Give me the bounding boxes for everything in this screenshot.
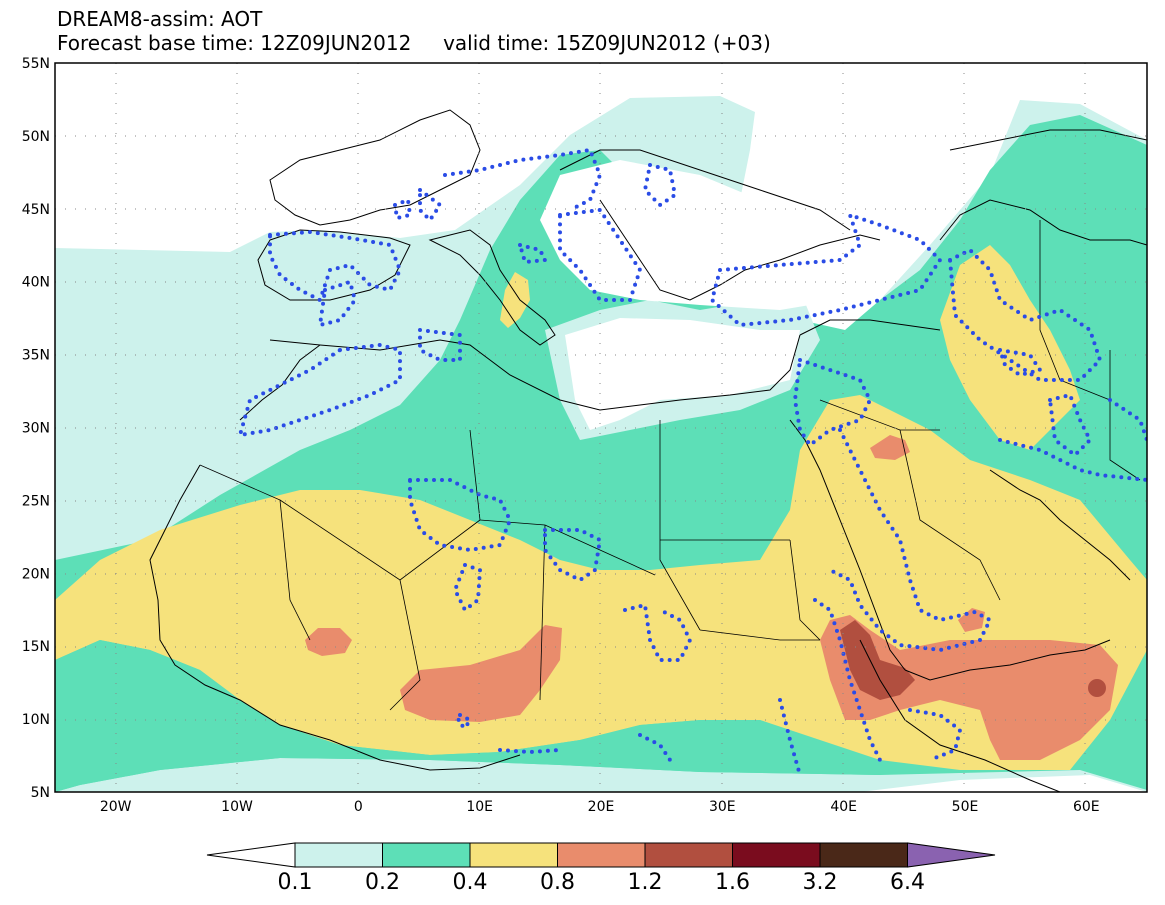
lon-tick-label: 60E	[1073, 799, 1100, 815]
colorbar-swatch	[819, 842, 908, 868]
colorbar-label: 0.1	[278, 870, 313, 895]
colorbar-label: 1.6	[715, 870, 750, 895]
lat-tick-label: 25N	[22, 493, 50, 509]
aot-orange-mali	[305, 628, 352, 656]
lat-tick-label: 55N	[22, 56, 50, 72]
lat-tick-label: 50N	[22, 129, 50, 145]
lon-tick-label: 0	[354, 799, 363, 815]
map-gridlines	[55, 63, 1147, 792]
lon-tick-label: 40E	[830, 799, 857, 815]
lat-tick-label: 40N	[22, 275, 50, 291]
colorbar-swatch	[294, 842, 383, 868]
map-title: DREAM8-assim: AOT	[57, 7, 263, 31]
lon-tick-label: 50E	[952, 799, 979, 815]
colorbar-label: 0.8	[540, 870, 575, 895]
coastlines	[149, 109, 1147, 792]
lat-tick-label: 20N	[22, 566, 50, 582]
lat-tick-label: 45N	[22, 202, 50, 218]
lat-tick-label: 5N	[31, 785, 50, 801]
colorbar-label: 3.2	[803, 870, 838, 895]
aot-orange-yemen	[820, 615, 1118, 760]
lon-tick-label: 30E	[709, 799, 736, 815]
colorbar-swatch	[644, 842, 733, 868]
colorbar-high-arrow	[907, 842, 996, 868]
aot-orange-arabia	[870, 435, 910, 460]
colorbar-swatch	[382, 842, 471, 868]
aot-orange-niger	[400, 625, 562, 722]
colorbar-swatch	[557, 842, 646, 868]
lat-tick-label: 35N	[22, 348, 50, 364]
lon-tick-label: 10W	[221, 799, 253, 815]
map-frame	[54, 62, 1148, 793]
lon-tick-label: 20W	[100, 799, 132, 815]
colorbar-label: 0.2	[365, 870, 400, 895]
aot-yellow-iran	[940, 245, 1080, 450]
dotted-contours	[237, 147, 1147, 777]
lat-tick-label: 30N	[22, 421, 50, 437]
colorbar-swatch	[469, 842, 558, 868]
aot-clear-area	[565, 318, 800, 430]
aot-brown-eritrea	[840, 620, 915, 700]
colorbar-label: 1.2	[628, 870, 663, 895]
map-subtitle: Forecast base time: 12Z09JUN2012 valid t…	[57, 31, 771, 55]
longitude-axis: 20W 10W 0 10E 20E 30E 40E 50E 60E	[100, 799, 1100, 815]
aot-brown-oman	[1088, 679, 1106, 697]
latitude-axis: 55N 50N 45N 40N 35N 30N 25N 20N 15N 10N 5N	[22, 56, 50, 801]
colorbar-label: 0.4	[453, 870, 488, 895]
lon-tick-label: 20E	[588, 799, 615, 815]
lat-tick-label: 10N	[22, 712, 50, 728]
lon-tick-label: 10E	[466, 799, 493, 815]
aot-clear-area-north	[540, 160, 850, 310]
aot-green-sahel	[55, 640, 880, 792]
colorbar-low-arrow	[206, 842, 296, 868]
colorbar-label: 6.4	[890, 870, 925, 895]
aot-orange-saudi-patch	[958, 608, 985, 632]
lat-tick-label: 15N	[22, 639, 50, 655]
country-borders	[199, 220, 1141, 711]
aot-yellow-sardinia	[500, 272, 530, 328]
colorbar-swatch	[732, 842, 821, 868]
